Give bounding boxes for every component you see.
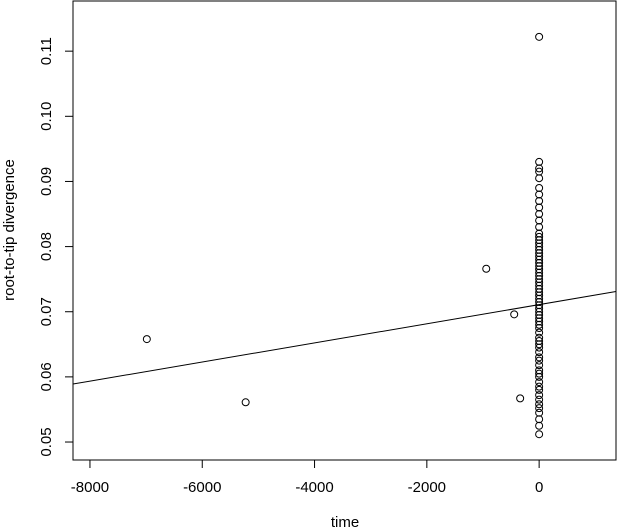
x-tick-label: -8000 [71, 479, 109, 496]
point [535, 369, 544, 378]
point [535, 385, 544, 394]
plot-box [72, 0, 617, 461]
y-tick-label: 0.06 [38, 362, 55, 391]
point [482, 264, 491, 273]
point [535, 196, 544, 205]
point [535, 183, 544, 192]
point [535, 328, 544, 337]
point [535, 404, 544, 413]
point [535, 366, 544, 375]
point [535, 353, 544, 362]
point [535, 356, 544, 365]
x-tick-label: 0 [535, 479, 543, 496]
point [535, 430, 544, 439]
point [535, 157, 544, 166]
point [535, 400, 544, 409]
point [535, 361, 544, 370]
point [535, 203, 544, 212]
point [535, 210, 544, 219]
point [535, 408, 544, 417]
point [535, 391, 544, 400]
point [535, 216, 544, 225]
point [535, 421, 544, 430]
point [535, 232, 544, 241]
point [535, 32, 544, 41]
point [535, 415, 544, 424]
point [142, 335, 151, 344]
y-tick-label: 0.05 [38, 427, 55, 456]
fit-line [72, 291, 617, 385]
point [535, 337, 544, 346]
y-tick-label: 0.07 [38, 297, 55, 326]
y-axis-label: root-to-tip divergence [1, 159, 18, 301]
point [535, 167, 544, 176]
point [535, 333, 544, 342]
x-tick-label: -2000 [408, 479, 446, 496]
point [535, 348, 544, 357]
y-tick-label: 0.09 [38, 167, 55, 196]
point [535, 378, 544, 387]
point [510, 310, 519, 319]
point [535, 395, 544, 404]
x-tick-label: -4000 [295, 479, 333, 496]
point [535, 174, 544, 183]
x-axis-label: time [331, 514, 359, 531]
point [535, 190, 544, 199]
y-tick-label: 0.10 [38, 102, 55, 131]
point [535, 382, 544, 391]
y-tick-label: 0.08 [38, 232, 55, 261]
y-tick-label: 0.11 [38, 37, 55, 65]
point [241, 398, 250, 407]
x-tick-label: -6000 [183, 479, 221, 496]
point [535, 223, 544, 232]
point [516, 394, 525, 403]
